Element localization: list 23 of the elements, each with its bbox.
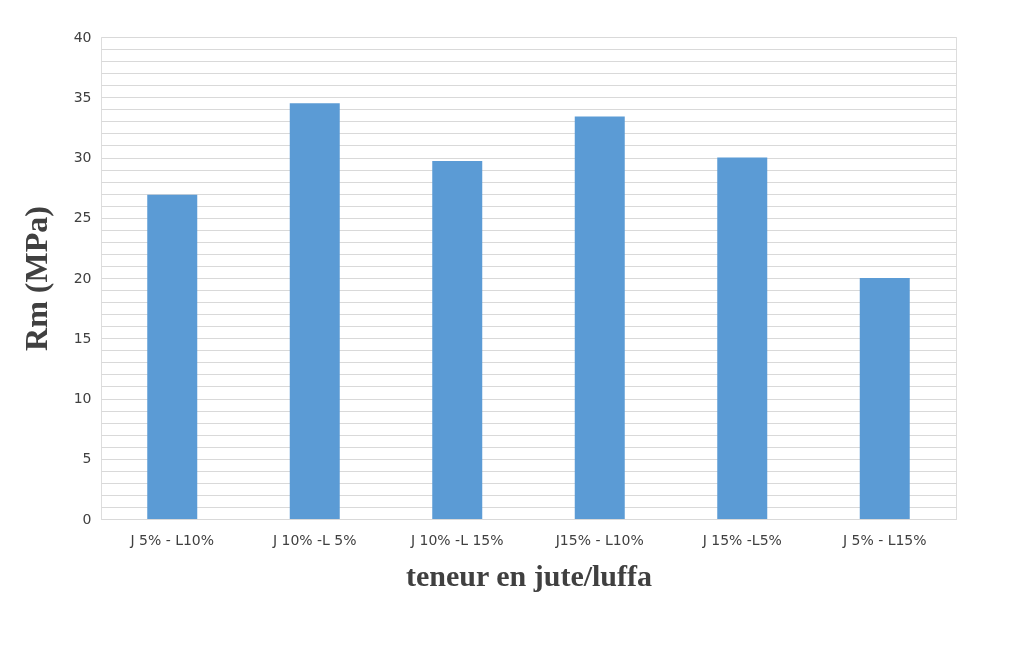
bar bbox=[717, 157, 768, 519]
y-tick-label: 40 bbox=[73, 28, 92, 45]
y-tick-label: 25 bbox=[73, 209, 92, 226]
bar bbox=[147, 194, 198, 519]
bar bbox=[289, 103, 340, 519]
y-axis-title: Rm (MPa) bbox=[17, 206, 54, 351]
y-tick-label: 35 bbox=[73, 88, 92, 105]
bar bbox=[432, 161, 483, 519]
bar bbox=[859, 278, 910, 519]
x-tick-label: J 10% -L 15% bbox=[409, 531, 504, 548]
y-tick-label: 30 bbox=[73, 149, 92, 165]
x-tick-label: J15% - L10% bbox=[554, 531, 644, 548]
x-tick-label: J 5% - L15% bbox=[841, 531, 927, 548]
bar bbox=[574, 116, 625, 519]
x-tick-label: J 5% - L10% bbox=[129, 531, 215, 548]
y-tick-label: 20 bbox=[73, 269, 92, 286]
y-tick-label: 15 bbox=[73, 329, 92, 346]
x-tick-label: J 15% -L5% bbox=[701, 531, 782, 548]
x-tick-label: J 10% -L 5% bbox=[271, 531, 357, 548]
y-tick-label: 0 bbox=[82, 510, 92, 527]
y-tick-label: 10 bbox=[73, 390, 92, 406]
y-tick-label: 5 bbox=[82, 450, 92, 467]
x-axis-title: teneur en jute/luffa bbox=[405, 558, 653, 592]
